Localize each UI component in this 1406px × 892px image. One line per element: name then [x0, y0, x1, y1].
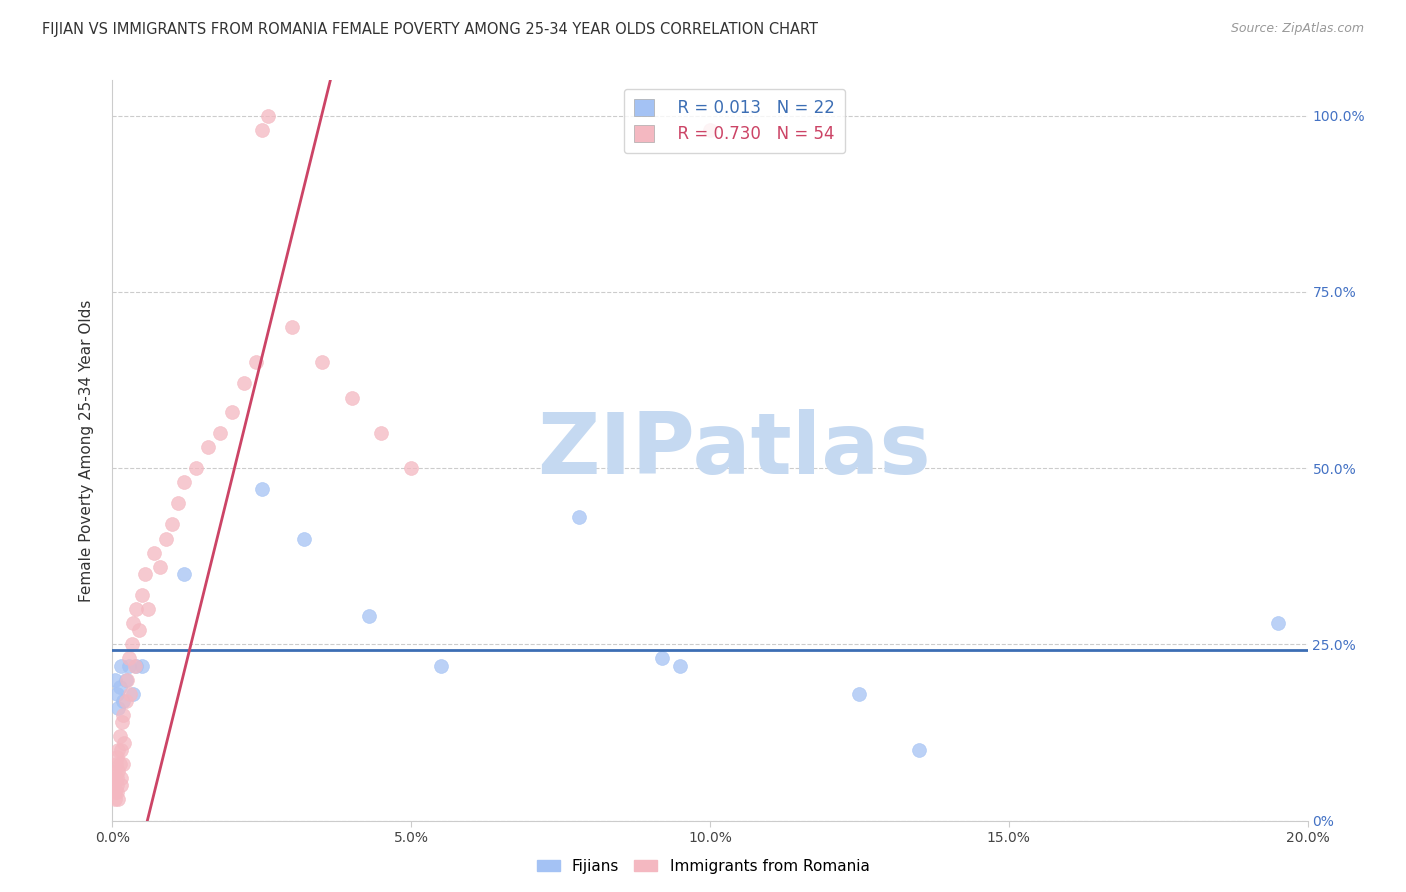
Point — [107, 764, 129, 779]
Point — [311, 355, 333, 369]
Point — [104, 792, 127, 806]
Point — [138, 602, 160, 616]
Point — [120, 687, 142, 701]
Point — [134, 566, 156, 581]
Point — [699, 122, 721, 136]
Point — [155, 532, 177, 546]
Text: FIJIAN VS IMMIGRANTS FROM ROMANIA FEMALE POVERTY AMONG 25-34 YEAR OLDS CORRELATI: FIJIAN VS IMMIGRANTS FROM ROMANIA FEMALE… — [42, 22, 818, 37]
Text: ZIPatlas: ZIPatlas — [537, 409, 931, 492]
Point — [292, 532, 315, 546]
Text: Source: ZipAtlas.com: Source: ZipAtlas.com — [1230, 22, 1364, 36]
Point — [250, 482, 273, 496]
Point — [105, 750, 128, 764]
Point — [105, 687, 128, 701]
Point — [197, 440, 219, 454]
Point — [108, 680, 131, 694]
Legend:   R = 0.013   N = 22,   R = 0.730   N = 54: R = 0.013 N = 22, R = 0.730 N = 54 — [624, 88, 845, 153]
Point — [167, 496, 190, 510]
Point — [669, 658, 692, 673]
Point — [651, 651, 673, 665]
Point — [105, 785, 128, 799]
Point — [118, 658, 141, 673]
Point — [107, 792, 129, 806]
Point — [112, 707, 135, 722]
Point — [103, 764, 125, 779]
Point — [221, 405, 243, 419]
Point — [110, 729, 132, 743]
Point — [340, 391, 363, 405]
Point — [1267, 616, 1289, 631]
Point — [370, 425, 392, 440]
Point — [112, 694, 135, 708]
Y-axis label: Female Poverty Among 25-34 Year Olds: Female Poverty Among 25-34 Year Olds — [79, 300, 94, 601]
Point — [107, 743, 129, 757]
Point — [121, 637, 143, 651]
Point — [122, 616, 145, 631]
Point — [125, 602, 148, 616]
Point — [110, 658, 132, 673]
Point — [111, 714, 134, 729]
Point — [122, 687, 145, 701]
Point — [131, 658, 153, 673]
Point — [401, 461, 423, 475]
Point — [245, 355, 267, 369]
Point — [186, 461, 208, 475]
Point — [111, 757, 134, 772]
Point — [107, 701, 129, 715]
Point — [233, 376, 256, 391]
Point — [430, 658, 453, 673]
Point — [105, 757, 128, 772]
Point — [104, 785, 127, 799]
Point — [281, 320, 304, 334]
Point — [110, 772, 132, 786]
Point — [114, 736, 135, 750]
Point — [105, 778, 128, 792]
Point — [848, 687, 870, 701]
Point — [108, 757, 131, 772]
Point — [104, 772, 127, 786]
Point — [257, 109, 280, 123]
Point — [162, 517, 183, 532]
Point — [908, 743, 931, 757]
Point — [118, 651, 141, 665]
Point — [124, 658, 146, 673]
Point — [173, 566, 195, 581]
Point — [131, 588, 153, 602]
Point — [110, 743, 132, 757]
Point — [117, 673, 139, 687]
Point — [250, 122, 273, 136]
Point — [173, 475, 195, 490]
Point — [209, 425, 232, 440]
Point — [125, 658, 148, 673]
Point — [104, 673, 127, 687]
Point — [568, 510, 591, 524]
Point — [103, 778, 125, 792]
Point — [128, 624, 150, 638]
Point — [114, 673, 136, 687]
Legend: Fijians, Immigrants from Romania: Fijians, Immigrants from Romania — [530, 853, 876, 880]
Point — [105, 772, 128, 786]
Point — [143, 546, 166, 560]
Point — [114, 694, 136, 708]
Point — [149, 559, 172, 574]
Point — [359, 609, 381, 624]
Point — [110, 778, 132, 792]
